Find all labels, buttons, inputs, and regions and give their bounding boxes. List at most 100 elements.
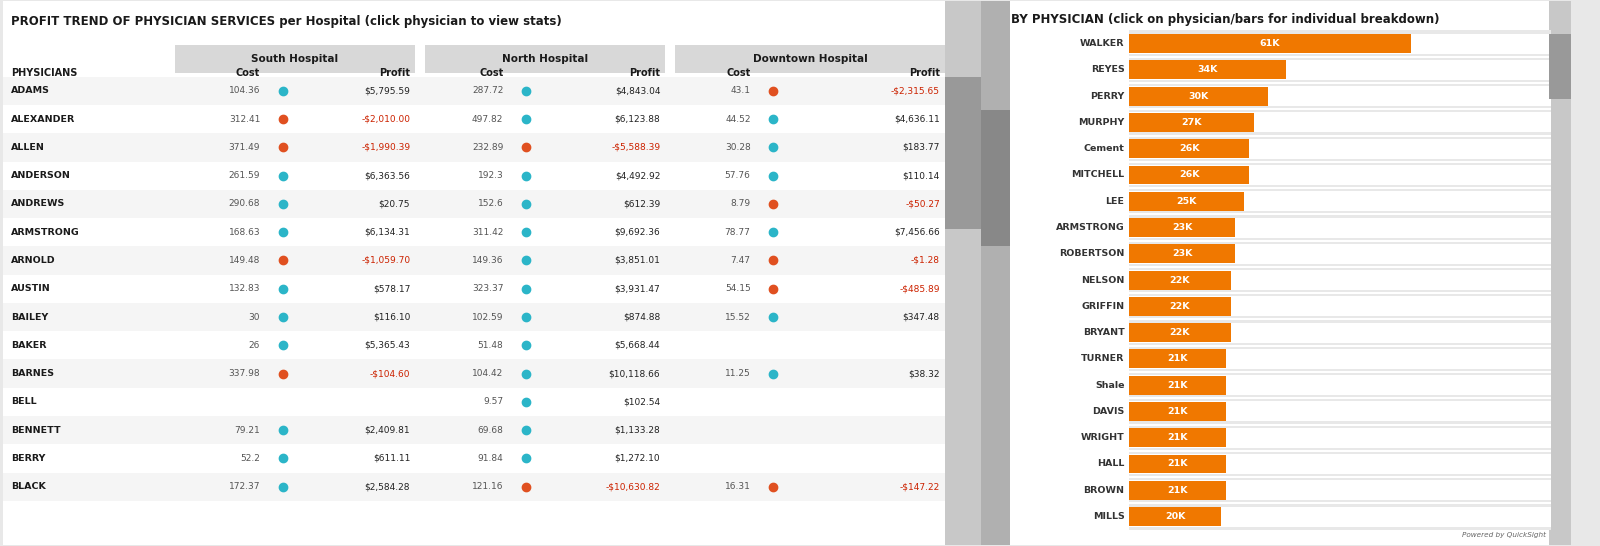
Text: $6,363.56: $6,363.56 <box>365 171 410 180</box>
Text: 91.84: 91.84 <box>478 454 504 463</box>
Text: $38.32: $38.32 <box>909 369 939 378</box>
Text: $116.10: $116.10 <box>373 312 410 322</box>
Text: 121.16: 121.16 <box>472 482 504 491</box>
Text: BAILEY: BAILEY <box>11 312 48 322</box>
Bar <box>3 388 944 416</box>
Text: BERRY: BERRY <box>11 454 45 463</box>
Text: -$2,315.65: -$2,315.65 <box>891 86 939 96</box>
Text: 149.48: 149.48 <box>229 256 261 265</box>
Text: Cement: Cement <box>1083 144 1125 153</box>
Text: 7.47: 7.47 <box>731 256 750 265</box>
Bar <box>944 77 984 229</box>
Text: BARNES: BARNES <box>11 369 54 378</box>
Text: $4,492.92: $4,492.92 <box>614 171 661 180</box>
Text: 52.2: 52.2 <box>240 454 261 463</box>
Text: $6,134.31: $6,134.31 <box>365 228 410 237</box>
Text: BELL: BELL <box>11 397 37 406</box>
Text: $874.88: $874.88 <box>622 312 661 322</box>
Text: 312.41: 312.41 <box>229 115 261 123</box>
Text: 192.3: 192.3 <box>478 171 504 180</box>
Text: 102.59: 102.59 <box>472 312 504 322</box>
Bar <box>3 76 944 105</box>
Text: $4,636.11: $4,636.11 <box>894 115 939 123</box>
Bar <box>981 110 1010 246</box>
Text: 172.37: 172.37 <box>229 482 261 491</box>
Text: REYES: REYES <box>1091 66 1125 74</box>
Text: 44.52: 44.52 <box>725 115 750 123</box>
Text: DAVIS: DAVIS <box>1093 407 1125 416</box>
Text: Profit: Profit <box>379 68 410 78</box>
Text: BAKER: BAKER <box>11 341 46 350</box>
Text: $10,118.66: $10,118.66 <box>608 369 661 378</box>
Text: Profit: Profit <box>909 68 939 78</box>
Bar <box>3 218 944 246</box>
Text: $102.54: $102.54 <box>624 397 661 406</box>
Bar <box>3 303 944 331</box>
Text: 168.63: 168.63 <box>229 228 261 237</box>
Text: $2,409.81: $2,409.81 <box>365 426 410 435</box>
Text: $6,123.88: $6,123.88 <box>614 115 661 123</box>
Bar <box>3 275 944 303</box>
Text: 149.36: 149.36 <box>472 256 504 265</box>
Text: 57.76: 57.76 <box>725 171 750 180</box>
Text: PERRY: PERRY <box>1090 92 1125 100</box>
Text: -$2,010.00: -$2,010.00 <box>362 115 410 123</box>
Text: $110.14: $110.14 <box>902 171 939 180</box>
Text: 51.48: 51.48 <box>478 341 504 350</box>
Text: Cost: Cost <box>726 68 750 78</box>
Bar <box>1549 67 1571 99</box>
Text: $3,931.47: $3,931.47 <box>614 284 661 293</box>
Bar <box>1549 34 1571 67</box>
Text: -$10,630.82: -$10,630.82 <box>605 482 661 491</box>
Bar <box>3 105 944 133</box>
Text: 43.1: 43.1 <box>731 86 750 96</box>
Text: 323.37: 323.37 <box>472 284 504 293</box>
Bar <box>3 331 944 359</box>
Text: 30.28: 30.28 <box>725 143 750 152</box>
Text: GRIFFIN: GRIFFIN <box>1082 302 1125 311</box>
Text: ANDREWS: ANDREWS <box>11 199 66 209</box>
Text: WRIGHT: WRIGHT <box>1082 433 1125 442</box>
Text: BENNETT: BENNETT <box>11 426 61 435</box>
Text: 311.42: 311.42 <box>472 228 504 237</box>
Text: -$1.28: -$1.28 <box>910 256 939 265</box>
Text: 30: 30 <box>248 312 261 322</box>
Text: -$1,059.70: -$1,059.70 <box>362 256 410 265</box>
Bar <box>426 45 666 73</box>
Text: North Hospital: North Hospital <box>502 54 589 64</box>
Text: 8.79: 8.79 <box>731 199 750 209</box>
Bar <box>3 190 944 218</box>
Bar <box>1549 1 1571 545</box>
Text: MURPHY: MURPHY <box>1078 118 1125 127</box>
Text: $5,365.43: $5,365.43 <box>365 341 410 350</box>
Text: HALL: HALL <box>1098 460 1125 468</box>
Text: ROBERTSON: ROBERTSON <box>1059 250 1125 258</box>
Bar <box>3 444 944 473</box>
Text: MITCHELL: MITCHELL <box>1072 170 1125 180</box>
Text: 15.52: 15.52 <box>725 312 750 322</box>
Text: PROFIT TREND OF PHYSICIAN SERVICES per Hospital (click physician to view stats): PROFIT TREND OF PHYSICIAN SERVICES per H… <box>11 15 562 28</box>
Text: BROWN: BROWN <box>1083 486 1125 495</box>
Bar <box>174 45 414 73</box>
Text: ANDERSON: ANDERSON <box>11 171 70 180</box>
Text: Powered by QuickSight: Powered by QuickSight <box>1462 532 1546 538</box>
Text: 371.49: 371.49 <box>229 143 261 152</box>
Text: $1,133.28: $1,133.28 <box>614 426 661 435</box>
Text: 79.21: 79.21 <box>235 426 261 435</box>
Text: $2,584.28: $2,584.28 <box>365 482 410 491</box>
Text: -$1,990.39: -$1,990.39 <box>362 143 410 152</box>
Bar <box>3 246 944 275</box>
Text: 290.68: 290.68 <box>229 199 261 209</box>
Text: -$104.60: -$104.60 <box>370 369 410 378</box>
Text: 287.72: 287.72 <box>472 86 504 96</box>
Text: PHYSICIANS: PHYSICIANS <box>11 68 77 78</box>
Text: Downtown Hospital: Downtown Hospital <box>752 54 867 64</box>
Text: BRYANT: BRYANT <box>1083 328 1125 337</box>
Text: AUSTIN: AUSTIN <box>11 284 51 293</box>
Text: 9.57: 9.57 <box>483 397 504 406</box>
Text: $5,795.59: $5,795.59 <box>365 86 410 96</box>
Text: $612.39: $612.39 <box>622 199 661 209</box>
Text: MILLS: MILLS <box>1093 512 1125 521</box>
Text: $20.75: $20.75 <box>379 199 410 209</box>
Text: 261.59: 261.59 <box>229 171 261 180</box>
